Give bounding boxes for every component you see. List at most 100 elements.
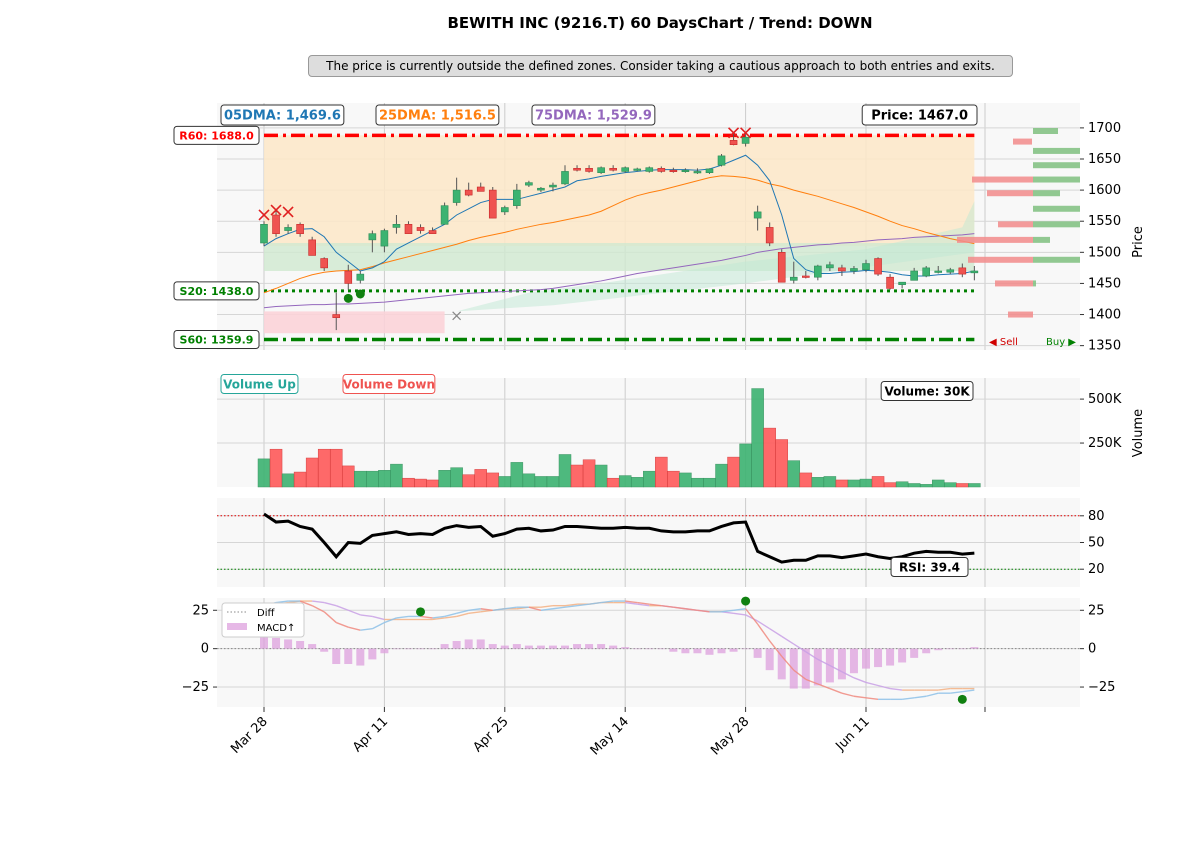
candle-body <box>513 189 521 206</box>
macd-line <box>781 655 795 671</box>
macd-signal-line <box>781 635 795 645</box>
profile-sell-label: ◀ Sell <box>989 337 1018 348</box>
macd-signal-line <box>745 614 758 622</box>
volume-bar <box>257 458 271 488</box>
macd-ytick-label-left: −25 <box>182 680 209 695</box>
volume-value-label: Volume: 30K <box>885 384 971 398</box>
candle-body <box>368 233 377 241</box>
macd-line <box>962 689 975 693</box>
macd-signal-line <box>721 611 734 615</box>
macd-signal-line <box>492 608 505 611</box>
macd-signal-line <box>938 687 951 691</box>
macd-histogram-bar <box>597 644 606 649</box>
macd-line <box>769 640 783 657</box>
volume-bar <box>956 483 969 488</box>
candle-body <box>537 187 545 191</box>
macd-histogram-bar <box>849 648 858 674</box>
ma25-legend-box <box>375 104 500 126</box>
macd-line <box>950 690 963 694</box>
macd-histogram-bar <box>825 648 834 683</box>
macd-histogram-bar <box>356 648 365 666</box>
macd-histogram-bar <box>500 645 509 649</box>
macd-histogram-bar <box>837 648 846 680</box>
volume-ytick-label: 250K <box>1088 436 1122 451</box>
volume-bar <box>703 477 716 488</box>
macd-line <box>685 608 698 611</box>
macd-signal-line <box>769 628 783 637</box>
candle-body <box>970 270 979 274</box>
profile-sell-bar <box>1013 138 1032 145</box>
macd-signal-line <box>625 601 638 605</box>
candle-body <box>669 169 678 172</box>
volume-ylabel: Volume <box>1131 409 1146 457</box>
macd-histogram-bar <box>368 648 377 660</box>
candle-body <box>476 186 485 192</box>
price-ytick-label: 1350 <box>1088 339 1121 354</box>
macd-cross-marker <box>741 596 751 606</box>
macd-line <box>601 600 614 604</box>
macd-line <box>697 609 710 613</box>
macd-line <box>649 603 662 607</box>
macd-signal-line <box>829 664 843 673</box>
candle-body <box>898 281 906 285</box>
volume-bar <box>570 464 584 488</box>
macd-signal-line <box>564 603 578 607</box>
volume-bar <box>883 482 897 488</box>
macd-histogram-bar <box>404 648 413 650</box>
candle-body <box>741 136 750 144</box>
support-zone <box>264 311 445 334</box>
macd-line <box>480 608 493 611</box>
candle-body <box>573 168 581 171</box>
macd-histogram-bar <box>717 648 726 654</box>
macd-ytick-label-right: 0 <box>1088 642 1096 657</box>
volume-bar <box>594 464 608 488</box>
macd-signal-line <box>757 620 771 630</box>
macd-legend-macd-swatch <box>227 623 247 630</box>
volume-bar <box>486 472 500 488</box>
macd-line <box>360 628 373 631</box>
macd-signal-line <box>360 614 373 618</box>
macd-signal-line <box>348 609 361 616</box>
macd-histogram-bar <box>958 648 967 650</box>
macd-histogram-bar <box>561 645 569 649</box>
volume-bar <box>510 462 524 488</box>
macd-ytick-label-left: 0 <box>201 642 209 657</box>
price-ytick-label: 1600 <box>1088 183 1121 198</box>
volume-bar <box>342 465 355 488</box>
macd-histogram-bar <box>536 645 545 649</box>
x-tick-label: Apr 25 <box>470 714 511 755</box>
volume-bar <box>606 477 620 488</box>
macd-line <box>853 695 867 699</box>
volume-value-label-box <box>880 381 974 401</box>
macd-line <box>673 606 686 610</box>
macd-histogram-bar <box>922 648 931 654</box>
macd-signal-line <box>468 611 481 615</box>
volume-down-legend-box <box>342 374 436 394</box>
buy-signal-marker <box>355 289 365 299</box>
volume-bar <box>546 476 560 488</box>
macd-histogram-bar <box>416 648 425 650</box>
macd-signal-line <box>287 600 301 604</box>
ma5-legend-box <box>220 104 345 126</box>
x-tick-label: Jun 11 <box>833 714 873 754</box>
macd-histogram-bar <box>332 648 341 665</box>
macd-line <box>444 612 457 618</box>
volume-bar <box>522 473 536 488</box>
macd-line <box>817 683 831 690</box>
vol-panel <box>217 378 1080 487</box>
macd-signal-line <box>865 681 879 687</box>
volume-bar <box>269 448 283 488</box>
x-tick-label: Mar 28 <box>228 714 271 757</box>
volume-bar <box>823 476 837 488</box>
macd-legend-box <box>221 602 305 638</box>
candle-body <box>392 224 401 228</box>
macd-histogram-bar <box>801 648 810 689</box>
profile-sell-bar <box>968 256 1033 263</box>
volume-bar <box>390 463 403 488</box>
macd-histogram-bar <box>669 648 678 652</box>
candle-body <box>862 263 870 271</box>
macd-histogram-bar <box>272 637 281 649</box>
candle-body <box>549 184 557 188</box>
ma25-legend: 25DMA: 1,516.5 <box>379 109 496 124</box>
support60-label: S60: 1359.9 <box>180 333 254 346</box>
